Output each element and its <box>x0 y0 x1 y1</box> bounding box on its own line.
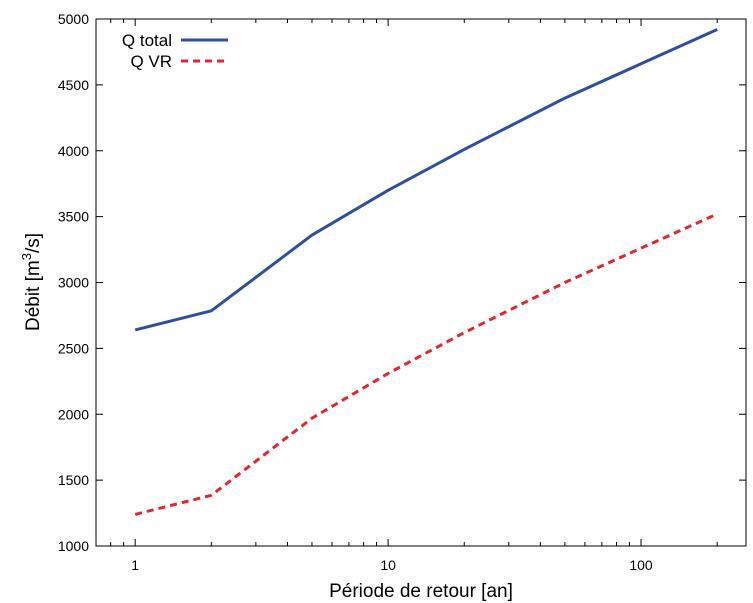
y-tick-label: 4500 <box>58 77 89 93</box>
y-tick-label: 3500 <box>58 209 89 225</box>
series-line-q-vr <box>134 212 718 516</box>
y-axis-title-end: /s] <box>23 233 44 253</box>
legend: Q total Q VR <box>122 31 228 71</box>
y-tick-label: 3000 <box>58 275 89 291</box>
y-tick-label: 2000 <box>58 406 89 422</box>
y-axis-title: Débit [m3/s] <box>19 233 44 331</box>
axis-ticks: 1000 1500 2000 2500 3000 3500 4000 4500 5000 1 10 1… <box>58 11 746 573</box>
y-tick-label: 5000 <box>58 11 89 27</box>
series-line-q-total <box>134 28 718 332</box>
x-axis-title: Période de retour [an] <box>329 581 513 602</box>
y-tick-label: 1500 <box>58 472 89 488</box>
legend-label: Q total <box>122 31 172 50</box>
legend-label: Q VR <box>130 52 172 71</box>
y-tick-label: 4000 <box>58 143 89 159</box>
y-tick-label: 1000 <box>58 538 89 554</box>
x-tick-label: 10 <box>380 557 396 573</box>
x-tick-label: 1 <box>131 557 139 573</box>
series-lines <box>134 28 718 516</box>
y-axis-title-superscript: 3 <box>19 253 34 260</box>
plot-frame <box>95 18 747 547</box>
y-axis-title-main: Débit [m <box>23 260 44 331</box>
y-tick-label: 2500 <box>58 340 89 356</box>
x-tick-label: 100 <box>629 557 653 573</box>
